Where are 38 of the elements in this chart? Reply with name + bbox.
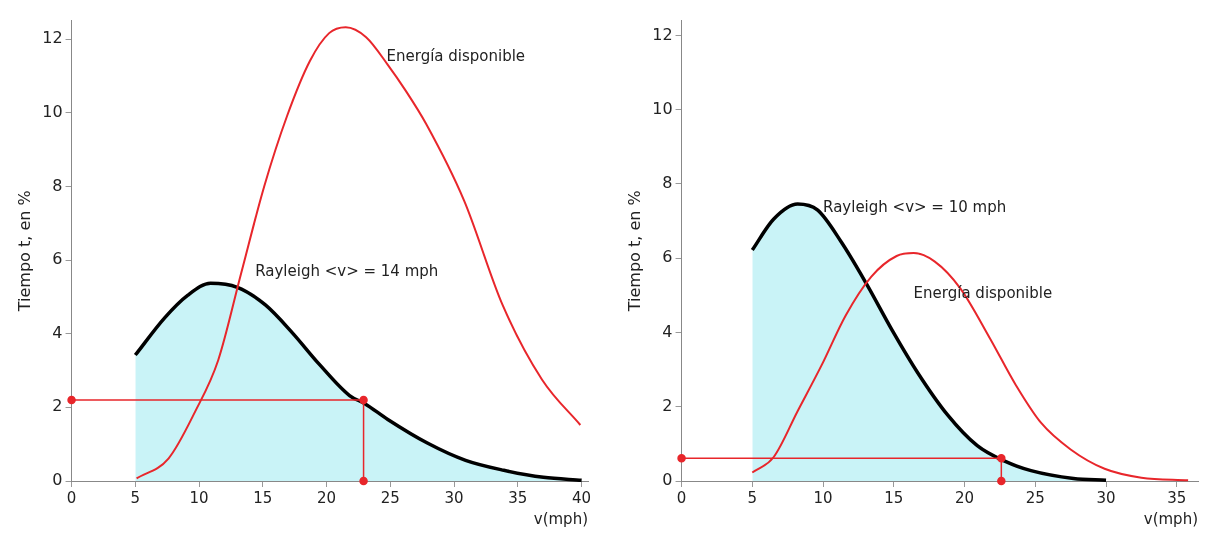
x-tick-label: 10	[813, 488, 833, 507]
y-axis-title: Tiempo t, en %	[624, 190, 644, 313]
series-label: Rayleigh <v> = 14 mph	[255, 262, 439, 281]
x-tick-label: 20	[317, 488, 337, 507]
x-tick-label: 40	[572, 488, 592, 507]
x-tick-label: 25	[380, 488, 400, 507]
x-tick-label: 5	[130, 488, 141, 507]
x-tick-label: 0	[66, 488, 77, 507]
x-tick-label: 5	[747, 488, 758, 507]
y-tick-label: 8	[662, 173, 673, 193]
y-tick-label: 4	[662, 321, 673, 341]
y-tick-label: 4	[52, 322, 63, 342]
y-tick-label: 6	[52, 249, 63, 269]
y-tick-label: 8	[52, 175, 63, 195]
y-tick-label: 2	[662, 395, 673, 415]
y-tick-label: 2	[52, 396, 63, 416]
y-tick-label: 12	[42, 28, 63, 48]
series-label: Energía disponible	[386, 46, 526, 65]
x-tick-label: 0	[676, 488, 687, 507]
x-tick-label: 25	[1025, 488, 1045, 507]
x-axis-title: v(mph)	[1143, 509, 1198, 528]
y-tick-label: 0	[662, 470, 673, 490]
x-tick-label: 15	[884, 488, 904, 507]
y-tick-label: 10	[652, 98, 673, 118]
x-tick-label: 20	[954, 488, 975, 507]
series-label: Rayleigh <v> = 10 mph	[823, 197, 1007, 216]
x-tick-label: 30	[444, 488, 464, 507]
x-tick-label: 35	[508, 488, 528, 507]
x-tick-label: 10	[189, 488, 209, 507]
x-tick-label: 30	[1096, 488, 1116, 507]
x-axis-title: v(mph)	[533, 509, 588, 528]
y-tick-label: 10	[42, 101, 63, 121]
y-tick-label: 12	[652, 24, 673, 44]
x-tick-label: 35	[1167, 488, 1187, 507]
y-tick-label: 6	[662, 247, 673, 267]
y-tick-label: 0	[52, 470, 63, 490]
x-tick-label: 15	[253, 488, 273, 507]
y-axis-title: Tiempo t, en %	[14, 190, 34, 313]
